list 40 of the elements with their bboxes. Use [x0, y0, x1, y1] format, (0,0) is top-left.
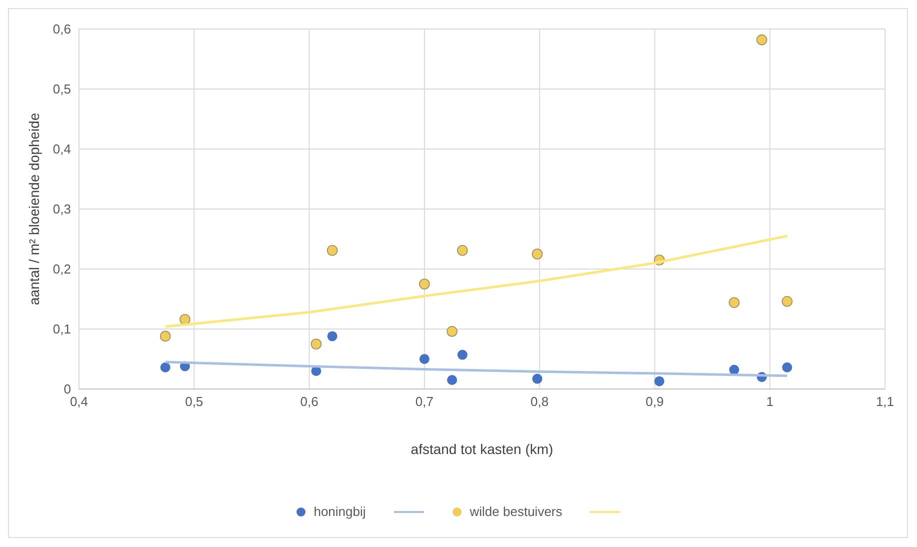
x-tick-label: 1 [766, 394, 774, 410]
point [419, 278, 430, 290]
point [532, 374, 542, 384]
point [419, 354, 430, 364]
point [310, 338, 322, 350]
point [782, 296, 793, 307]
point [532, 248, 543, 260]
y-tick-label: 0,2 [52, 262, 71, 277]
x-axis-title: afstand tot kasten (km) [410, 441, 554, 457]
point [756, 34, 768, 46]
point [654, 376, 664, 386]
point [457, 350, 468, 360]
y-tick-label: 0,3 [52, 202, 71, 217]
x-tick-label: 0,7 [415, 394, 434, 410]
legend-label: wilde bestuivers [470, 504, 562, 519]
x-tick-label: 0,6 [300, 394, 318, 410]
y-tick-label: 0,6 [52, 22, 71, 37]
point [457, 245, 468, 256]
y-tick-label: 0,4 [52, 142, 71, 157]
y-tick-label: 0,1 [52, 322, 71, 337]
x-tick-label: 0,5 [185, 394, 204, 410]
point [180, 314, 190, 325]
point [446, 326, 458, 337]
point [326, 245, 338, 256]
point [160, 362, 170, 372]
point [447, 375, 458, 385]
y-tick-label: 0,5 [52, 82, 71, 97]
x-tick-label: 0,9 [646, 394, 664, 410]
point [160, 330, 171, 342]
x-tick-label: 1,1 [876, 394, 894, 410]
legend-label: honingbij [314, 504, 366, 519]
line-series [164, 234, 788, 328]
x-tick-label: 0,4 [70, 394, 88, 410]
y-axis-title: aantal / m² bloeiende dopheide [26, 112, 42, 306]
y-tick-label: 0 [64, 382, 71, 397]
point [327, 331, 338, 342]
point [729, 364, 740, 375]
point [728, 297, 740, 308]
point [782, 362, 792, 372]
x-tick-label: 0,8 [530, 394, 549, 410]
